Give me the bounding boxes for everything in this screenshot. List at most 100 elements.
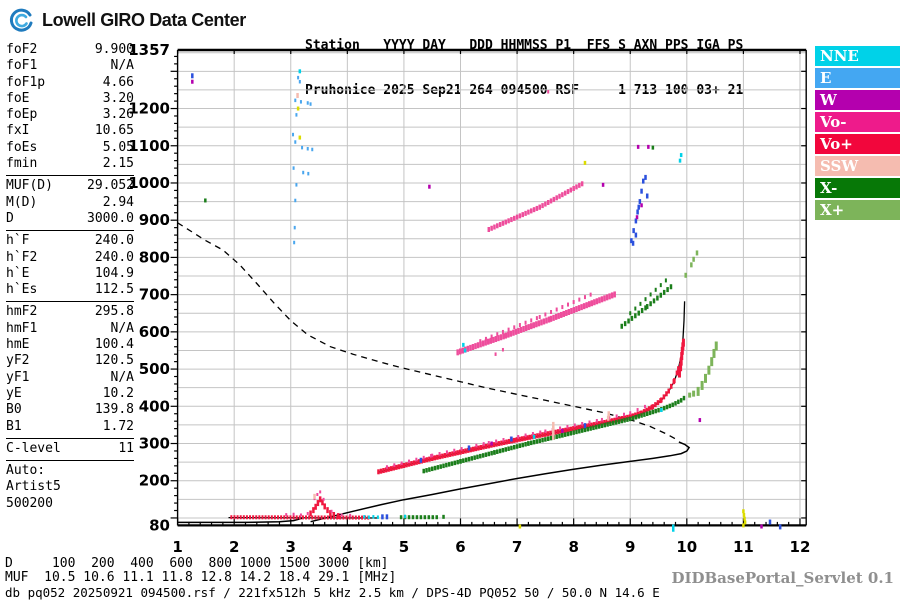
axis-tick-label: 1 [172,538,182,556]
param-group: MUF(D) 29.052 M(D) 2.94 D 3000.0 [6,175,134,230]
param-row-b0: B0 139.8 [6,402,134,418]
scaled-parameters-panel: foF2 9.900 foF1 N/A foF1p 4.66 foE 3.20 foEp 3.26… [6,40,134,515]
legend-item-ssw: SSW [815,156,900,176]
legend-item-vo: Vo- [815,112,900,132]
axis-tick-label: 500 [139,360,170,378]
param-value: 11 [118,440,134,456]
param-value: 240.0 [94,233,134,249]
curve-profile-e-region [177,517,303,524]
param-row-fof2: foF2 9.900 [6,42,134,58]
param-value: 3.26 [102,107,134,123]
axis-tick-label: 2 [229,538,239,556]
param-group: h`F 240.0 h`F2 240.0 h`E 104.9 h`Es 112.5 [6,230,134,301]
auto-scaler-line: 500200 [6,495,53,511]
param-label: hmF1 [6,320,38,336]
legend-item-vo: Vo+ [815,134,900,154]
axis-tick-label: 200 [139,472,170,490]
param-group: hmF2 295.8 hmF1 N/A hmE 100.4 yF2 120.5 yF1 N/A yE… [6,301,134,437]
param-value: 4.66 [102,74,134,90]
param-row-foep: foEp 3.26 [6,107,134,123]
param-row-mufd: MUF(D) 29.052 [6,178,134,194]
param-row-yf1: yF1 N/A [6,370,134,386]
param-value: 112.5 [94,282,134,298]
axis-tick-label: 1200 [130,100,170,118]
auto-scaler-line: Auto: [6,463,46,479]
param-value: 120.5 [94,353,134,369]
param-row-hmf2: hmF2 295.8 [6,304,134,320]
axis-tick-label: 900 [139,211,170,229]
param-value: 10.65 [94,123,134,139]
param-label: hmE [6,337,30,353]
muf-values-row: MUF 10.5 10.6 11.1 11.8 12.8 14.2 18.4 2… [5,570,397,585]
logo-text: Lowell GIRO Data Center [42,9,246,30]
param-label: B0 [6,402,22,418]
param-value: 104.9 [94,265,134,281]
param-label: foF2 [6,42,38,57]
param-row-ye: yE 10.2 [6,386,134,402]
param-row-fof1: foF1 N/A [6,58,134,74]
param-value: 9.900 [94,42,134,57]
axis-tick-label: 300 [139,435,170,453]
param-row-clevel: C-level 11 [6,441,134,457]
param-row-fof1p: foF1p 4.66 [6,75,134,91]
auto-scaler-line: Artist5 [6,479,61,495]
axis-tick-label: 10 [676,538,697,556]
param-row-md: M(D) 2.94 [6,195,134,211]
axis-tick-label: 1000 [130,174,170,192]
axis-tick-label: 9 [625,538,635,556]
param-value: 139.8 [94,402,134,418]
giro-logo-icon [9,8,33,32]
axis-tick-label: 700 [139,286,170,304]
axis-tick-label: 4 [342,538,352,556]
param-label: fmin [6,156,38,172]
param-row-hme: hmE 100.4 [6,337,134,353]
param-value: 2.15 [102,156,134,172]
param-group: foF2 9.900 foF1 N/A foF1p 4.66 foE 3.20 foEp 3.26… [6,40,134,175]
ionogram-plot: 1 2 3 4 5 6 7 8 9 10 11 12 1357 1200 1100 1000 900 800 700… [128,38,822,568]
param-value: 29.052 [87,178,134,194]
axis-tick-label: 1100 [130,137,170,155]
param-row-hf2: h`F2 240.0 [6,250,134,266]
param-label: h`F2 [6,249,38,265]
param-label: M(D) [6,194,38,210]
param-value: 2.94 [102,194,134,210]
param-label: D [6,210,14,226]
param-row-fxi: fxI 10.65 [6,123,134,139]
param-value: 3.20 [102,90,134,106]
axis-tick-label: 6 [455,538,465,556]
axis-tick-label: 5 [399,538,409,556]
legend-item-nne: NNE [815,46,900,66]
legend-item-x: X+ [815,200,900,220]
muf-distance-row: D 100 200 400 600 800 1000 1500 3000 [km… [5,556,389,571]
param-row-hes: h`Es 112.5 [6,282,134,298]
param-label: h`E [6,265,30,281]
header-values-line: Pruhonice 2025 Sep21 264 094500 RSF 1 71… [305,83,744,98]
curve-profile-f-and-nose [310,441,691,523]
param-label: foF1 [6,58,38,74]
axis-tick-label: 800 [139,248,170,266]
param-group: C-level 11 [6,437,134,460]
param-value: 295.8 [94,304,134,320]
giro-logo: Lowell GIRO Data Center [8,6,246,34]
axis-tick-label: 600 [139,323,170,341]
param-value: 10.2 [102,385,134,401]
curve-muf-transmission-curve [177,222,679,442]
legend-item-w: W [815,90,900,110]
param-label: hmF2 [6,304,38,320]
param-row-foes: foEs 5.05 [6,140,134,156]
param-label: foE [6,90,30,106]
axis-tick-label: 1357 [130,41,170,59]
param-row-fmin: fmin 2.15 [6,156,134,172]
param-value: 240.0 [94,249,134,265]
legend-item-e: E [815,68,900,88]
status-bar: db pq052 20250921 094500.rsf / 221fx512h… [5,585,660,600]
axis-tick-label: 11 [733,538,754,556]
param-row-d: D 3000.0 [6,211,134,227]
legend-item-x: X- [815,178,900,198]
servlet-version-label: DIDBasePortal_Servlet 0.1 [671,569,894,587]
param-value: N/A [110,320,134,336]
param-label: foEp [6,107,38,123]
axis-tick-label: 80 [149,516,170,534]
direction-legend: NNE E W Vo- Vo+ SSW X- X+ [815,46,900,222]
param-label: B1 [6,418,22,434]
